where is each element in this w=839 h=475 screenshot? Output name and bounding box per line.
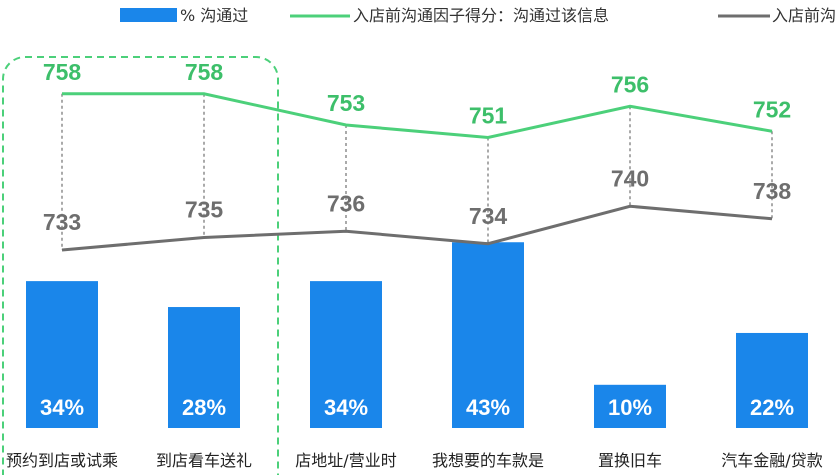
category-label: 预约到店或试乘 bbox=[6, 451, 118, 470]
gray-point-label: 738 bbox=[753, 178, 792, 204]
category-label: 置换旧车 bbox=[598, 451, 662, 470]
category-label: 店地址/营业时 bbox=[295, 451, 396, 470]
green-point-label: 758 bbox=[43, 59, 82, 85]
legend-label-bar: % 沟通过 bbox=[180, 6, 248, 25]
plot-area: 34% 28% 34% 43% 10% 22% 758 733 758 735 753 736 751 7… bbox=[6, 59, 823, 470]
bar bbox=[736, 332, 808, 428]
legend-swatch-bar bbox=[120, 8, 177, 22]
bar-label: 10% bbox=[608, 395, 652, 420]
bar bbox=[26, 281, 98, 428]
bar-label: 22% bbox=[750, 395, 794, 420]
category-label: 汽车金融/贷款 bbox=[721, 451, 822, 470]
green-point-label: 758 bbox=[185, 59, 224, 85]
bar bbox=[452, 242, 524, 428]
bar bbox=[594, 384, 666, 428]
gray-point-label: 740 bbox=[611, 165, 649, 191]
bar bbox=[310, 281, 382, 428]
green-point-label: 753 bbox=[327, 90, 365, 116]
legend-label-green-line: 入店前沟通因子得分：沟通过该信息 bbox=[353, 6, 609, 25]
category-label: 到店看车送礼 bbox=[156, 451, 252, 470]
category-label: 我想要的车款是 bbox=[432, 451, 544, 470]
bar bbox=[168, 307, 240, 428]
legend-label-gray-line: 入店前沟 bbox=[772, 6, 836, 25]
green-point-label: 752 bbox=[753, 96, 791, 122]
green-point-label: 751 bbox=[469, 103, 508, 129]
series-line-gray bbox=[61, 204, 773, 252]
bar-label: 43% bbox=[466, 395, 510, 420]
green-point-label: 756 bbox=[611, 71, 649, 97]
gray-point-label: 733 bbox=[43, 209, 81, 235]
bar-label: 34% bbox=[324, 395, 368, 420]
series-line-green bbox=[62, 92, 773, 140]
gray-point-label: 734 bbox=[469, 203, 508, 229]
legend: % 沟通过 入店前沟通因子得分：沟通过该信息 入店前沟 bbox=[120, 6, 836, 25]
gray-point-label: 736 bbox=[327, 190, 365, 216]
bar-label: 34% bbox=[40, 395, 84, 420]
bar-label: 28% bbox=[182, 395, 226, 420]
gray-point-label: 735 bbox=[185, 197, 224, 223]
